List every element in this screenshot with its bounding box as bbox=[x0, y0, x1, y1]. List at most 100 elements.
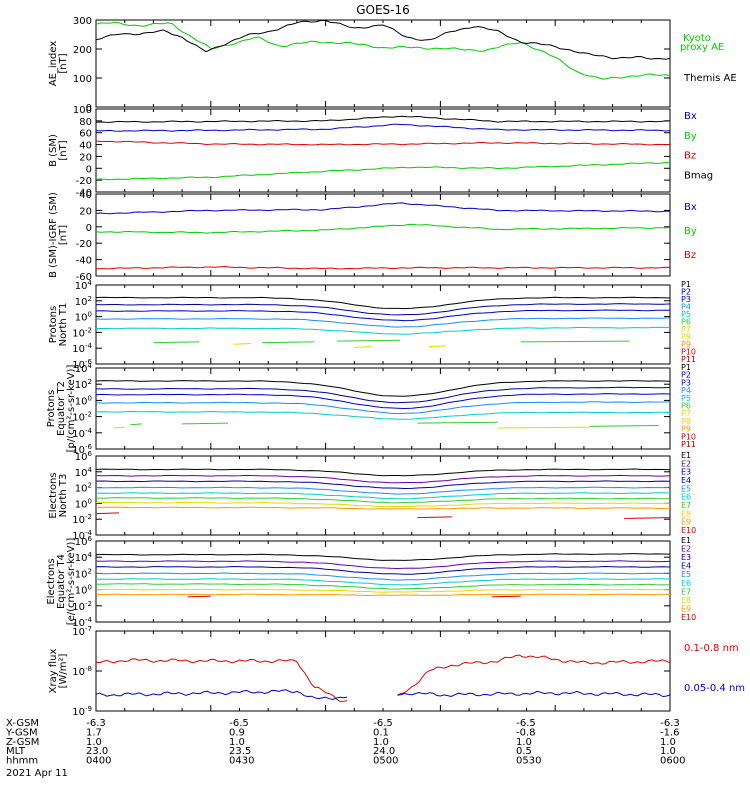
channel-label: E8 bbox=[681, 509, 691, 518]
y-axis-label: B (SM) bbox=[48, 134, 59, 167]
series-segment bbox=[130, 423, 142, 426]
series-line bbox=[95, 553, 671, 561]
series-segment bbox=[233, 342, 252, 345]
series-segment bbox=[337, 339, 401, 342]
plot-title: GOES-16 bbox=[356, 3, 410, 17]
table-cell: 1.0 bbox=[660, 737, 676, 748]
panel-frame bbox=[95, 630, 671, 712]
channel-label: P7 bbox=[681, 325, 691, 334]
channel-label: P10 bbox=[681, 432, 696, 441]
series-line bbox=[95, 386, 671, 404]
y-tick-label: 102 bbox=[75, 482, 92, 495]
channel-label: E9 bbox=[681, 518, 691, 527]
series-line bbox=[95, 578, 671, 586]
y-tick-label: 102 bbox=[75, 378, 92, 391]
table-cell: 0500 bbox=[373, 756, 398, 767]
series-line bbox=[95, 140, 671, 146]
y-axis-label: [W/m²] bbox=[58, 653, 69, 688]
y-tick-label: 10-8 bbox=[72, 665, 92, 678]
series-segment bbox=[182, 422, 229, 425]
series-line bbox=[95, 474, 671, 484]
series-line bbox=[95, 20, 671, 60]
series-segment bbox=[354, 346, 372, 348]
series-segment bbox=[95, 512, 119, 515]
y-tick-label: 40 bbox=[79, 141, 92, 152]
table-row-label: X-GSM bbox=[6, 718, 39, 729]
channel-label: P11 bbox=[681, 440, 696, 449]
table-cell: -6.5 bbox=[516, 718, 536, 729]
legend-label: By bbox=[684, 131, 697, 142]
y-tick-label: 40 bbox=[79, 190, 92, 201]
series-segment bbox=[417, 516, 452, 519]
y-tick-label: 100 bbox=[75, 584, 92, 597]
legend-label: proxy AE bbox=[680, 42, 724, 53]
y-tick-label: 100 bbox=[73, 74, 92, 85]
channel-label: P1 bbox=[681, 363, 691, 372]
panel-3: -60 -40 -20 0 20 40 B (SM)-IGRF (SM) [nT] Bx By Bz bbox=[48, 190, 697, 283]
channel-label: E6 bbox=[681, 579, 691, 588]
channel-label: E9 bbox=[681, 604, 691, 613]
y-tick-label: 300 bbox=[73, 16, 92, 27]
series-line bbox=[95, 202, 671, 215]
table-cell: 0.1 bbox=[373, 727, 389, 738]
y-axis-label: Equator T2 bbox=[56, 381, 67, 436]
y-tick-label: 10-4 bbox=[72, 529, 92, 542]
series-segment bbox=[589, 425, 659, 427]
panel-frame bbox=[95, 193, 671, 277]
channel-label: P1 bbox=[681, 280, 691, 289]
y-axis-label: Xray flux bbox=[48, 649, 59, 694]
series-line bbox=[95, 689, 671, 701]
series-line bbox=[95, 565, 671, 575]
channel-label: E10 bbox=[681, 613, 696, 622]
series-line bbox=[95, 401, 671, 415]
table-cell: 1.0 bbox=[660, 746, 676, 757]
table-cell: 1.0 bbox=[86, 737, 102, 748]
channel-label: E3 bbox=[681, 468, 691, 477]
table-cell: 24.0 bbox=[373, 746, 395, 757]
table-cell: 1.7 bbox=[86, 727, 102, 738]
channel-label: P2 bbox=[681, 288, 691, 297]
series-line bbox=[95, 468, 671, 477]
legend-label: Themis AE bbox=[683, 73, 737, 84]
table-cell: -0.8 bbox=[516, 727, 536, 738]
y-tick-label: 0 bbox=[86, 103, 92, 114]
series-line bbox=[95, 654, 671, 702]
y-tick-label: 106 bbox=[75, 450, 93, 463]
y-axis-label: [nT] bbox=[58, 53, 69, 73]
table-cell: 0600 bbox=[660, 756, 685, 767]
channel-label: P10 bbox=[681, 348, 696, 357]
y-tick-label: -60 bbox=[76, 272, 92, 283]
channel-label: P6 bbox=[681, 402, 691, 411]
y-tick-label: 10-6 bbox=[72, 358, 92, 371]
series-line bbox=[95, 572, 671, 581]
series-line bbox=[95, 497, 671, 504]
table-cell: 1.0 bbox=[373, 737, 389, 748]
table-cell: 1.0 bbox=[516, 737, 532, 748]
channel-label: P3 bbox=[681, 295, 691, 304]
table-cell: 0430 bbox=[229, 756, 254, 767]
y-tick-label: 0 bbox=[86, 164, 92, 175]
legend-label: By bbox=[684, 226, 697, 237]
channel-label: P8 bbox=[681, 333, 691, 342]
channel-label: E5 bbox=[681, 570, 691, 579]
series-line bbox=[95, 161, 671, 181]
y-axis-label: [nT] bbox=[58, 140, 69, 160]
series-line bbox=[95, 265, 671, 270]
series-segment bbox=[520, 340, 630, 343]
channel-label: E1 bbox=[681, 536, 691, 545]
y-axis-label: Electrons bbox=[48, 472, 59, 518]
y-axis-label: North T3 bbox=[58, 474, 69, 518]
y-axis-label: Protons bbox=[46, 390, 57, 427]
channel-label: E3 bbox=[681, 553, 691, 562]
channel-label: E7 bbox=[681, 501, 691, 510]
series-segment bbox=[262, 341, 315, 344]
channel-label: P11 bbox=[681, 355, 696, 364]
y-tick-label: 10-2 bbox=[72, 326, 92, 339]
series-segment bbox=[497, 426, 590, 429]
y-tick-label: 0 bbox=[86, 223, 92, 234]
series-line bbox=[95, 593, 671, 597]
y-tick-label: 102 bbox=[75, 567, 92, 580]
